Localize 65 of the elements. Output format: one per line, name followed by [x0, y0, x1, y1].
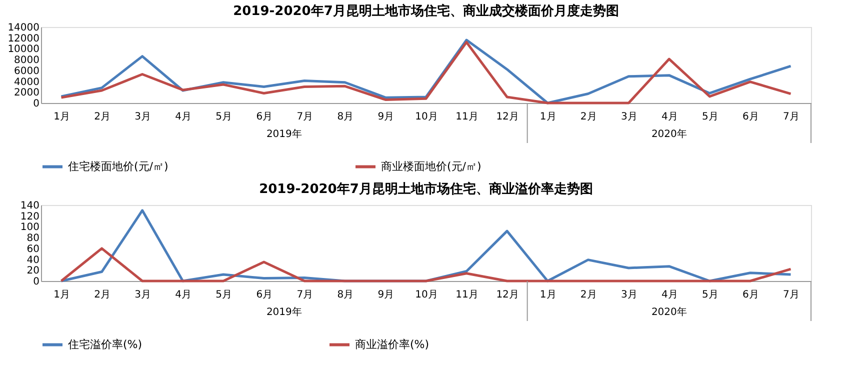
x-tick-label: 2月: [94, 112, 110, 122]
y-tick-label: 0: [33, 98, 40, 110]
x-tick-label: 4月: [661, 112, 678, 122]
x-tick-label: 11月: [456, 112, 478, 122]
text: 2020年: [651, 128, 687, 140]
x-tick-label: 7月: [296, 290, 314, 300]
x-tick-label: 2月: [580, 290, 597, 300]
x-tick-label: 11月: [456, 290, 478, 300]
x-tick-label: 1月: [54, 112, 70, 122]
x-tick-label: 12月: [496, 112, 519, 122]
y-tick-label: 60: [26, 244, 40, 255]
y-tick-label: 120: [20, 211, 40, 222]
y-tick-label: 20: [26, 266, 40, 277]
x-tick-label: 3月: [134, 112, 152, 122]
x-tick-label: 5月: [216, 112, 232, 122]
chart-title: 2019-2020年7月昆明土地市场住宅、商业成交楼面价月度走势图: [233, 3, 619, 19]
chart-title: 2019-2020年7月昆明土地市场住宅、商业溢价率走势图: [259, 181, 593, 197]
x-tick-label: 3月: [620, 112, 638, 122]
x-tick-label: 9月: [378, 112, 394, 122]
legend-label: 商业溢价率(%): [355, 338, 430, 351]
y-tick-label: 12000: [8, 33, 40, 44]
x-tick-label: 8月: [337, 290, 354, 300]
x-tick-label: 2月: [94, 290, 110, 300]
text: 2020年: [651, 306, 687, 318]
text: 2019年: [266, 306, 302, 318]
x-tick-label: 1月: [540, 112, 556, 122]
y-tick-label: 4000: [14, 76, 40, 88]
line-series: [60, 247, 792, 282]
x-tick-label: 7月: [296, 112, 314, 122]
x-tick-label: 1月: [540, 290, 556, 300]
x-tick-label: 3月: [134, 290, 152, 300]
x-tick-label: 1月: [54, 290, 70, 300]
x-tick-label: 6月: [742, 290, 759, 300]
x-tick-label: 6月: [256, 290, 273, 300]
x-tick-label: 4月: [661, 290, 678, 300]
x-tick-label: 5月: [702, 290, 718, 300]
x-tick-label: 8月: [337, 112, 354, 122]
x-tick-label: 12月: [496, 290, 519, 300]
text: 2019年: [266, 128, 302, 140]
y-tick-label: 6000: [14, 66, 40, 77]
legend-label: 住宅溢价率(%): [68, 338, 142, 351]
x-tick-label: 4月: [175, 290, 192, 300]
x-tick-label: 7月: [783, 290, 800, 300]
x-tick-label: 3月: [620, 290, 638, 300]
x-tick-label: 10月: [415, 112, 438, 122]
x-tick-label: 7月: [783, 112, 800, 122]
x-tick-label: 6月: [256, 112, 273, 122]
x-tick-label: 5月: [702, 112, 718, 122]
x-tick-label: 9月: [378, 290, 394, 300]
legend-label: 住宅楼面地价(元/㎡): [68, 160, 168, 173]
y-tick-label: 80: [26, 233, 40, 244]
x-tick-label: 6月: [742, 112, 759, 122]
y-tick-label: 40: [26, 254, 40, 266]
y-tick-label: 10000: [8, 44, 40, 56]
x-tick-label: 2月: [580, 112, 597, 122]
y-tick-label: 2000: [14, 88, 40, 99]
y-tick-label: 100: [20, 222, 40, 234]
y-tick-label: 0: [33, 276, 40, 288]
x-tick-label: 5月: [216, 290, 232, 300]
x-tick-label: 4月: [175, 112, 192, 122]
x-tick-label: 10月: [415, 290, 438, 300]
legend-label: 商业楼面地价(元/㎡): [381, 160, 482, 173]
y-tick-label: 14000: [8, 22, 40, 34]
y-tick-label: 8000: [14, 55, 40, 66]
y-tick-label: 140: [20, 200, 40, 212]
